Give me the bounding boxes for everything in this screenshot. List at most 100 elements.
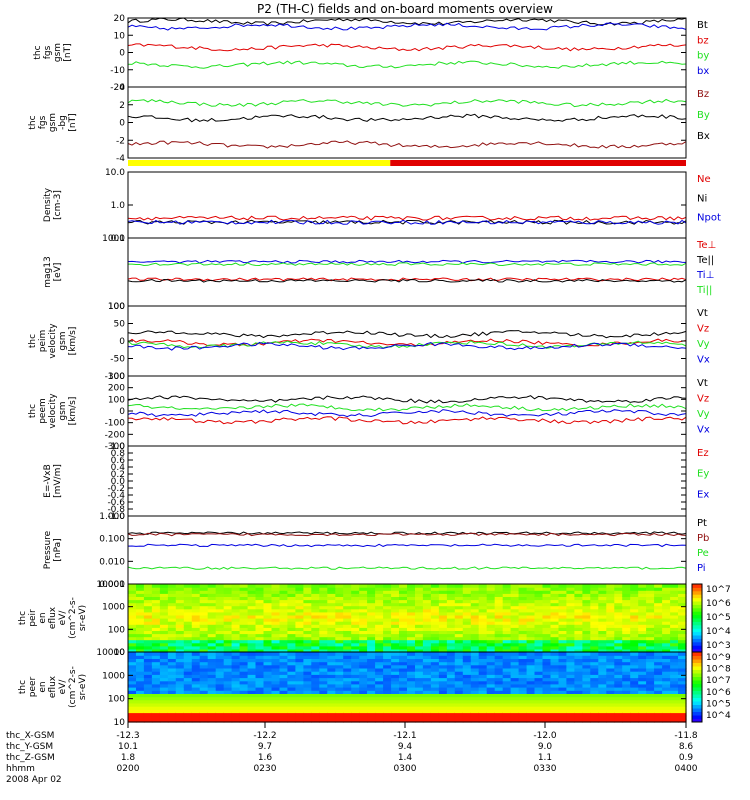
spectrogram-cell (606, 693, 615, 698)
spectrogram-cell (247, 671, 257, 675)
y-axis-label: sr-eV) (78, 674, 88, 700)
spectrogram-cell (678, 642, 687, 647)
spectrogram-cell (359, 655, 368, 659)
y-axis-label: peem (38, 398, 48, 424)
spectrogram-cell (574, 712, 583, 717)
spectrogram-cell (542, 605, 552, 610)
spectrogram-cell (542, 618, 552, 622)
spectrogram-cell (263, 605, 273, 610)
spectrogram-cell (494, 709, 504, 714)
spectrogram-cell (183, 690, 193, 694)
spectrogram-cell (446, 718, 456, 723)
spectrogram-cell (215, 702, 225, 707)
spectrogram-cell (223, 614, 233, 619)
spectrogram-cell (151, 702, 161, 707)
colorbar-step (692, 601, 702, 605)
spectrogram-cell (614, 706, 623, 710)
spectrogram-cell (375, 696, 384, 701)
spectrogram-cell (271, 596, 281, 601)
spectrogram-cell (590, 715, 599, 720)
spectrogram-cell (359, 596, 368, 601)
spectrogram-cell (128, 706, 137, 710)
spectrogram-cell (558, 690, 568, 694)
spectrogram-cell (646, 683, 655, 688)
spectrogram-cell (239, 636, 249, 641)
spectrogram-cell (223, 661, 233, 666)
spectrogram-cell (486, 702, 496, 707)
footer-value: 0330 (534, 764, 557, 774)
spectrogram-cell (582, 584, 591, 588)
y-tick-label: 100 (108, 302, 125, 312)
spectrogram-cell (143, 639, 153, 644)
spectrogram-cell (255, 593, 265, 597)
spectrogram-cell (239, 699, 249, 704)
spectrogram-cell (159, 590, 169, 594)
spectrogram-cell (494, 671, 504, 675)
series-line-Vx (127, 409, 687, 418)
spectrogram-cell (566, 661, 575, 666)
spectrogram-cell (287, 709, 296, 714)
y-axis-label: [km/s] (68, 327, 78, 356)
spectrogram-cell (622, 680, 631, 685)
spectrogram-cell (422, 674, 432, 679)
spectrogram-cell (534, 661, 544, 666)
spectrogram-cell (502, 636, 512, 641)
spectrogram-cell (303, 715, 312, 720)
spectrogram-cell (438, 677, 448, 682)
spectrogram-cell (446, 690, 456, 694)
series-line-Vt (127, 330, 687, 339)
spectrogram-cell (279, 639, 289, 644)
spectrogram-cell (303, 648, 312, 653)
spectrogram-cell (422, 693, 432, 698)
spectrogram-cell (319, 599, 328, 604)
spectrogram-cell (191, 690, 201, 694)
spectrogram-cell (151, 642, 161, 647)
spectrogram-cell (542, 706, 552, 710)
spectrogram-cell (128, 674, 137, 679)
spectrogram-cell (255, 706, 265, 710)
spectrogram-cell (582, 718, 591, 723)
spectrogram-cell (446, 677, 456, 682)
spectrogram-cell (574, 706, 583, 710)
spectrogram-cell (231, 674, 241, 679)
spectrogram-cell (383, 584, 392, 588)
spectrogram-cell (526, 621, 536, 625)
spectrogram-cell (518, 661, 528, 666)
spectrogram-cell (199, 680, 209, 685)
spectrogram-cell (319, 627, 328, 631)
y-tick-label: 300 (108, 372, 125, 382)
spectrogram-cell (582, 639, 591, 644)
spectrogram-cell (670, 706, 679, 710)
spectrogram-cell (518, 587, 528, 591)
spectrogram-cell (287, 630, 296, 635)
spectrogram-cell (223, 683, 233, 688)
spectrogram-cell (383, 618, 392, 622)
spectrogram-cell (422, 624, 432, 628)
spectrogram-cell (343, 636, 352, 641)
spectrogram-cell (486, 693, 496, 698)
spectrogram-cell (143, 621, 153, 625)
spectrogram-cell (303, 593, 312, 597)
spectrogram-cell (438, 699, 448, 704)
spectrogram-cell (247, 664, 257, 669)
spectrogram-cell (510, 602, 520, 607)
spectrogram-cell (630, 677, 639, 682)
spectrogram-cell (486, 715, 496, 720)
spectrogram-cell (590, 699, 599, 704)
spectrogram-cell (247, 715, 257, 720)
spectrogram-cell (215, 605, 225, 610)
y-tick-label: -2 (116, 136, 125, 146)
spectrogram-cell (622, 645, 631, 650)
spectrogram-cell (391, 599, 400, 604)
spectrogram-cell (303, 696, 312, 701)
spectrogram-cell (494, 593, 504, 597)
spectrogram-cell (462, 709, 472, 714)
spectrogram-cell (454, 642, 464, 647)
spectrogram-cell (327, 712, 336, 717)
spectrogram-cell (143, 642, 153, 647)
spectrogram-cell (407, 680, 416, 685)
spectrogram-cell (319, 655, 328, 659)
spectrogram-cell (207, 712, 217, 717)
spectrogram-cell (422, 593, 432, 597)
spectrogram-cell (175, 648, 185, 653)
